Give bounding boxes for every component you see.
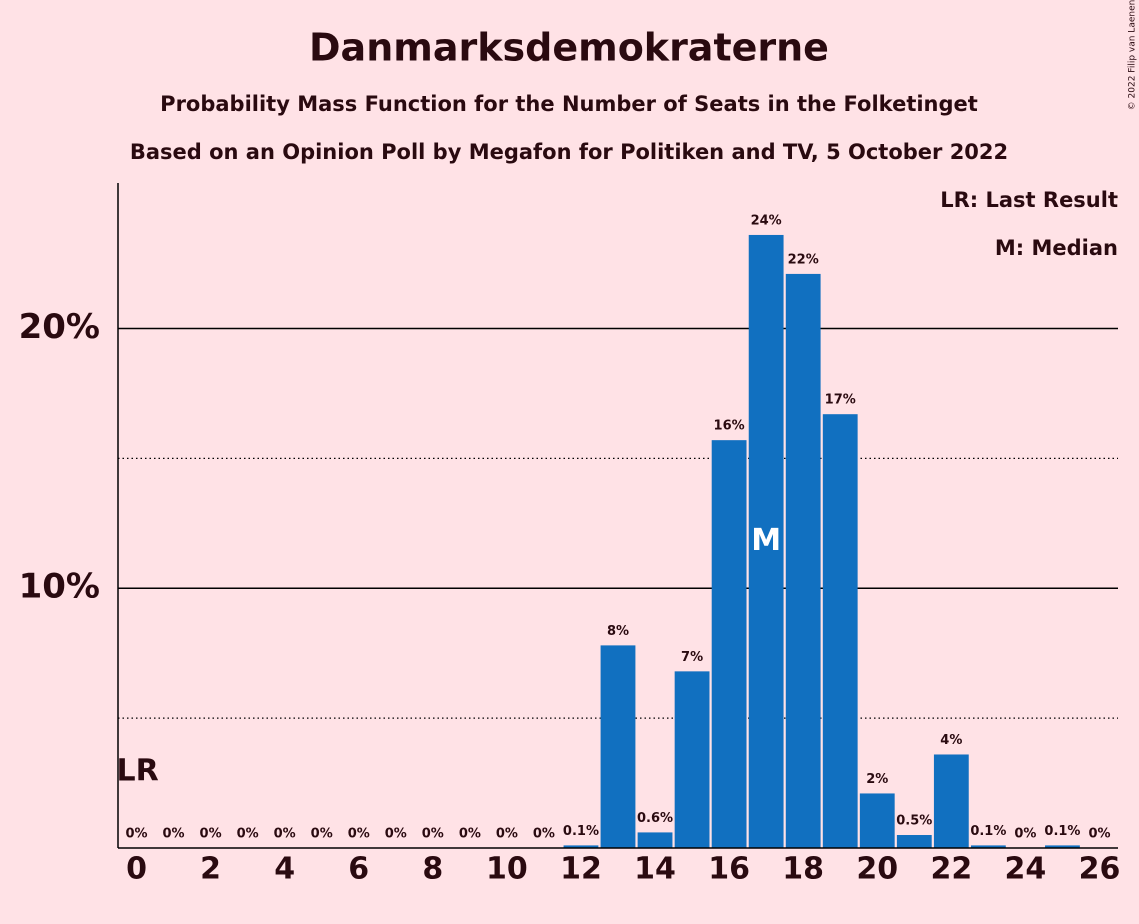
data-label: 0.1% bbox=[563, 824, 599, 839]
bar bbox=[711, 440, 747, 848]
bar bbox=[822, 414, 858, 848]
bar bbox=[600, 645, 636, 848]
data-label: 0.1% bbox=[1044, 824, 1080, 839]
subtitle: Based on an Opinion Poll by Megafon for … bbox=[130, 140, 1008, 164]
x-tick-label: 2 bbox=[200, 852, 221, 887]
data-label: 0% bbox=[311, 827, 333, 842]
bar bbox=[674, 671, 710, 848]
bar bbox=[563, 845, 599, 848]
data-label: 0% bbox=[459, 827, 481, 842]
data-label: 8% bbox=[607, 624, 629, 639]
y-tick-label: 20% bbox=[19, 307, 100, 347]
x-tick-label: 20 bbox=[856, 852, 898, 887]
x-tick-label: 22 bbox=[930, 852, 972, 887]
data-label: 0.1% bbox=[970, 824, 1006, 839]
x-tick-label: 4 bbox=[274, 852, 295, 887]
data-label: 7% bbox=[681, 650, 703, 665]
data-label: 0% bbox=[163, 827, 185, 842]
bar bbox=[896, 835, 932, 848]
data-label: 0% bbox=[274, 827, 296, 842]
data-label: 0% bbox=[533, 827, 555, 842]
data-label: 0% bbox=[125, 827, 147, 842]
bar bbox=[637, 832, 673, 848]
bar bbox=[970, 845, 1006, 848]
x-tick-label: 14 bbox=[634, 852, 676, 887]
y-tick-label: 10% bbox=[19, 567, 100, 607]
bar bbox=[933, 754, 969, 848]
copyright: © 2022 Filip van Laenen bbox=[1128, 0, 1138, 110]
data-label: 0% bbox=[496, 827, 518, 842]
x-tick-label: 12 bbox=[560, 852, 602, 887]
x-tick-label: 24 bbox=[1005, 852, 1047, 887]
data-label: 0% bbox=[348, 827, 370, 842]
data-label: 0% bbox=[237, 827, 259, 842]
data-label: 0.5% bbox=[896, 814, 932, 829]
bar bbox=[748, 234, 784, 848]
bar bbox=[785, 273, 821, 848]
annotation: M bbox=[751, 523, 781, 558]
data-label: 4% bbox=[940, 733, 962, 748]
x-tick-label: 0 bbox=[126, 852, 147, 887]
chart-title: Danmarksdemokraterne bbox=[309, 26, 829, 70]
annotation: LR bbox=[117, 754, 159, 789]
data-label: 16% bbox=[714, 419, 745, 434]
data-label: 22% bbox=[788, 252, 819, 267]
data-label: 0% bbox=[422, 827, 444, 842]
x-tick-label: 26 bbox=[1079, 852, 1121, 887]
x-tick-label: 10 bbox=[486, 852, 528, 887]
data-label: 2% bbox=[866, 772, 888, 787]
legend-entry: M: Median bbox=[995, 236, 1118, 260]
x-tick-label: 6 bbox=[348, 852, 369, 887]
data-label: 0% bbox=[1088, 827, 1110, 842]
data-label: 0% bbox=[200, 827, 222, 842]
bar bbox=[859, 793, 895, 848]
x-tick-label: 8 bbox=[422, 852, 443, 887]
data-label: 17% bbox=[825, 393, 856, 408]
x-tick-label: 18 bbox=[782, 852, 824, 887]
data-label: 24% bbox=[751, 213, 782, 228]
subtitle: Probability Mass Function for the Number… bbox=[160, 92, 978, 116]
data-label: 0% bbox=[1014, 827, 1036, 842]
x-tick-label: 16 bbox=[708, 852, 750, 887]
legend-entry: LR: Last Result bbox=[940, 188, 1118, 212]
bar bbox=[1045, 845, 1080, 848]
data-label: 0% bbox=[385, 827, 407, 842]
data-label: 0.6% bbox=[637, 811, 673, 826]
